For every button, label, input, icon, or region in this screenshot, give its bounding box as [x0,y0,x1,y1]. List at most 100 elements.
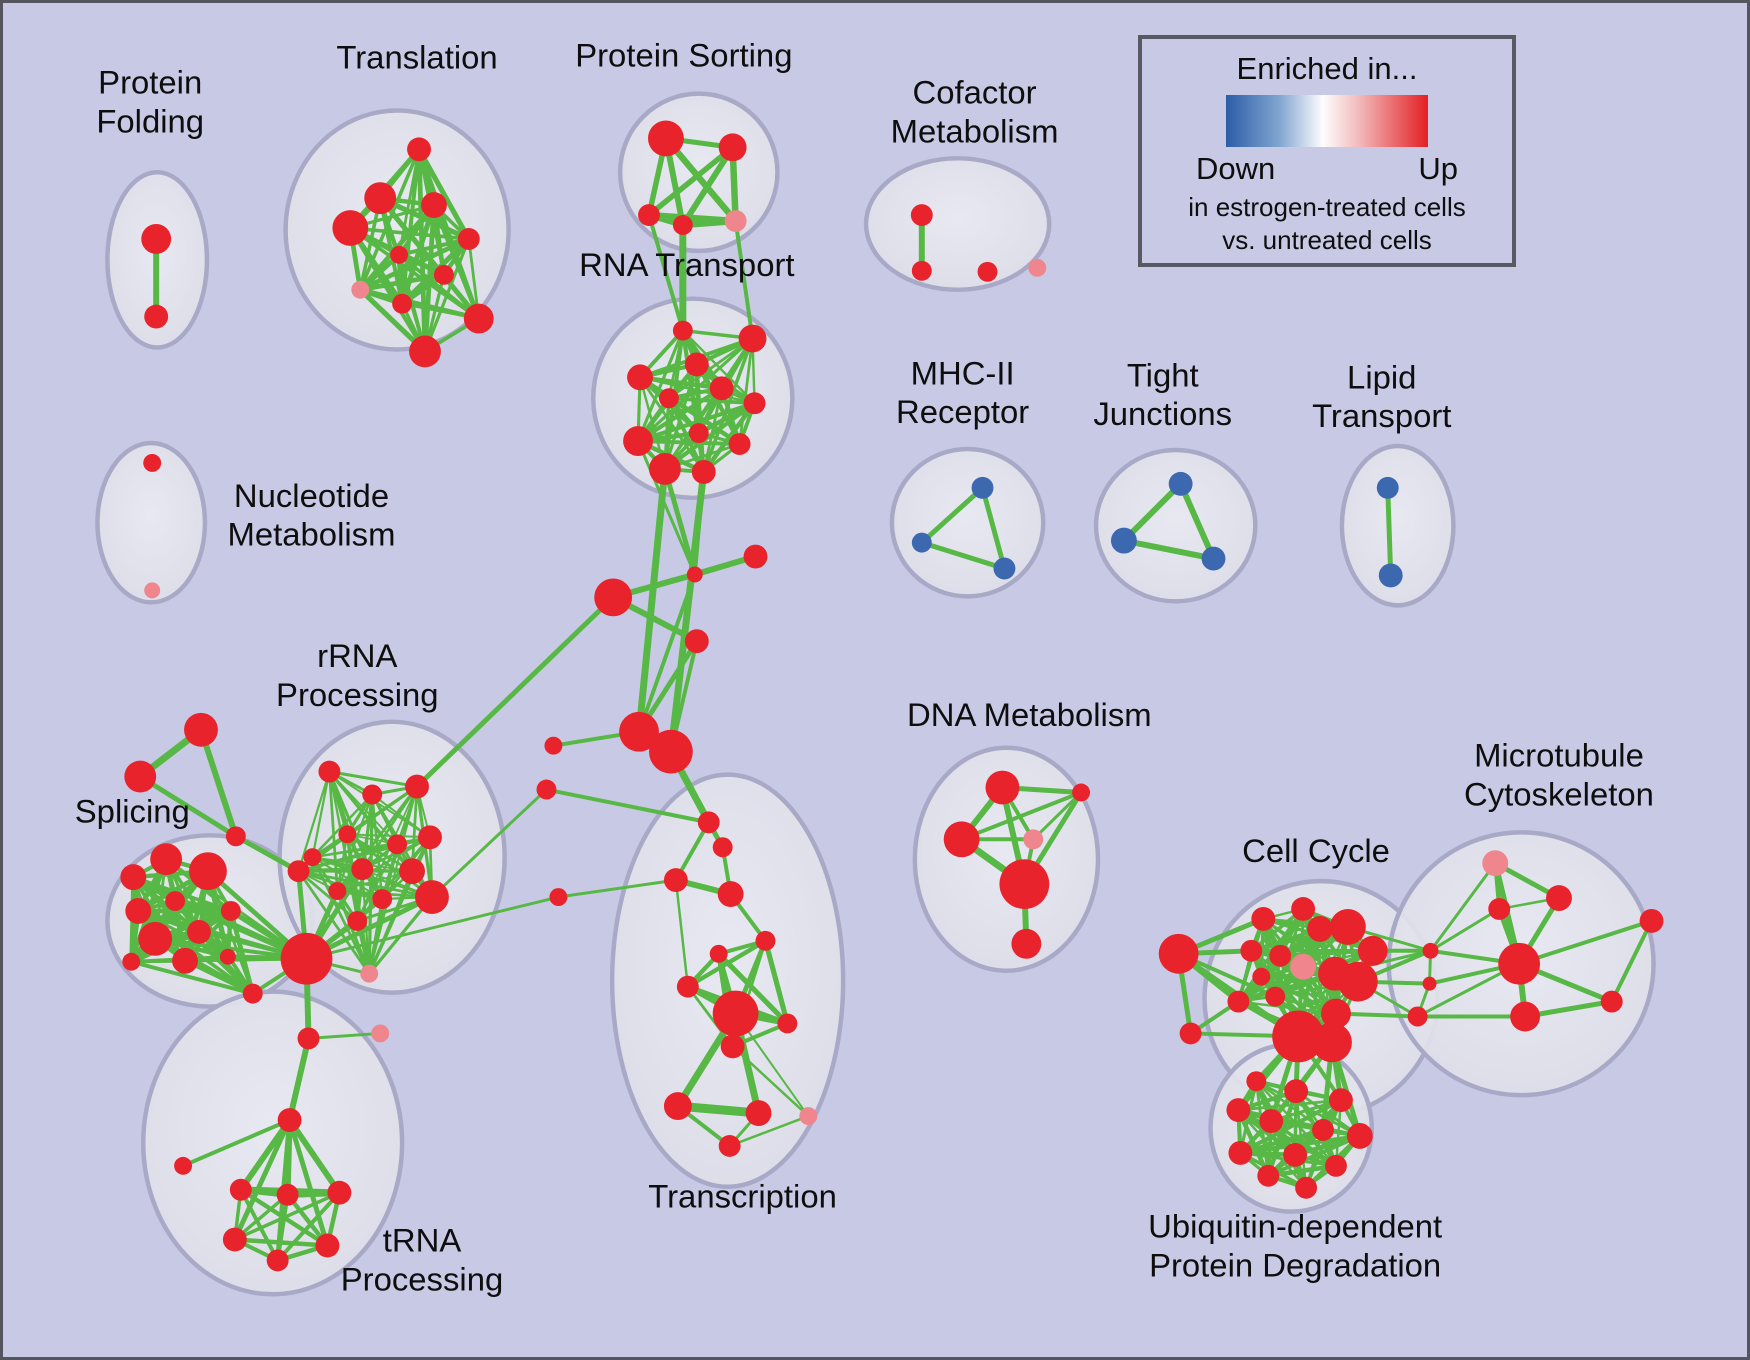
node-mh3 [993,557,1016,580]
node-nm2 [144,582,161,599]
legend-subtitle-line2: vs. untreated cells [1222,225,1432,256]
edge-tn3-tn5 [275,1190,342,1263]
edge-rt1-rt8 [636,328,685,443]
node-mt7 [1639,908,1664,933]
edge-ub3-ub5 [1269,1098,1343,1123]
edge-rr1-rr6 [328,770,431,839]
node-mt5 [1510,1001,1541,1032]
node-cc13 [1337,961,1378,1002]
edge-rr6-rr7 [311,836,432,859]
node-bm1 [1422,942,1439,959]
node-dn6 [1011,928,1042,959]
edge-rt8-j1 [636,439,697,576]
node-ps5 [724,210,747,232]
cluster-label-transcription: Transcription [648,1178,837,1215]
node-tx2 [712,837,733,858]
cluster-label-cofactor-metabolism: Cofactor [912,74,1036,111]
edge-tx6-tx9 [716,951,790,1027]
edge-tr6-tr10 [397,253,481,321]
edge-rt4-rt11 [663,362,699,471]
cluster-label-protein-sorting: Protein Sorting [575,37,792,74]
node-tx9 [777,1013,798,1034]
node-tr5 [457,228,480,250]
cluster-label-trna-processing: Processing [341,1260,503,1297]
edge-rt11-hub1 [635,465,669,736]
edge-brd-tn0 [286,1035,312,1124]
node-bm3 [1407,1006,1428,1027]
node-rr6 [418,825,442,850]
node-ub1 [1246,1071,1267,1092]
edge-ps3-rt1 [647,213,685,333]
node-ub7 [1346,1123,1373,1149]
node-tr11 [409,335,441,368]
cluster-label-protein-folding: Folding [96,102,204,139]
edge-mh1-mh2 [919,485,986,546]
node-ub10 [1325,1154,1347,1177]
node-sp10 [172,947,198,974]
edge-ub3-ub12 [1304,1098,1343,1190]
edge-rr14-br1 [297,869,371,976]
node-rr9 [399,858,425,885]
node-cch1 [1272,1010,1325,1063]
node-ub2 [1284,1079,1309,1104]
node-ps1 [648,120,684,157]
node-ub4 [1226,1098,1251,1123]
node-ub8 [1228,1140,1253,1165]
node-dn5 [999,859,1050,909]
node-dn2 [1072,783,1091,802]
node-cc14 [1321,998,1351,1029]
edge-rr1-rr3 [327,770,419,789]
node-j2 [743,544,768,569]
edge-sp8-sp12 [228,908,256,996]
edge-rr4-rr10 [336,833,349,893]
edge-ub7-ub11 [1266,1134,1362,1178]
edge-tj2-tj3 [1120,537,1217,562]
node-cc1 [1251,906,1276,931]
edge-j1-hub1 [637,572,697,734]
node-tn3 [327,1180,352,1205]
node-mh2 [911,532,932,553]
node-br1 [287,860,310,883]
node-dn3 [943,821,980,858]
node-ub11 [1257,1164,1280,1187]
legend-down-label: Down [1196,151,1276,186]
cluster-label-tight-junctions: Tight [1127,356,1199,393]
edge-dn2-dn4 [1031,791,1083,841]
edge-ub10-ub11 [1265,1163,1339,1179]
edge-cc5-cc7 [1278,948,1375,958]
edge-mt4-mt7 [1517,918,1654,966]
edge-ps5-rt2 [733,219,755,341]
cluster-nucleotide-metabolism [95,440,208,605]
legend-title: Enriched in... [1236,51,1418,86]
node-rt8 [623,426,653,456]
node-rr11 [372,889,393,909]
node-cc8 [1290,953,1317,980]
edge-rt5-rt8 [635,386,724,444]
cluster-label-mhc-ii-receptor: Receptor [896,393,1029,430]
node-sp4 [125,898,152,924]
node-tl2 [536,779,557,800]
cluster-label-trna-processing: tRNA [383,1221,462,1258]
node-mh1 [971,476,994,499]
node-brd [297,1027,320,1050]
edge-tr1-tr5 [416,146,472,242]
node-tx3 [663,868,688,893]
node-tr2 [364,182,397,215]
node-sp6 [138,921,173,956]
node-rt7 [658,388,679,409]
node-rr1 [318,760,341,783]
edge-tr3-tr10 [431,202,481,321]
node-rr13 [347,910,368,931]
node-sp7 [187,919,211,944]
edge-bm1-mt3 [1429,907,1501,953]
node-tr1 [407,137,431,162]
legend-scale-labels: Down Up [1196,151,1458,187]
node-cc12 [1227,990,1250,1013]
edge-ps1-ps5 [662,135,739,225]
cluster-label-cell-cycle: Cell Cycle [1242,832,1390,869]
node-tg3 [225,826,246,847]
edge-cc6-cc14 [1249,949,1338,1015]
node-cc7 [1269,944,1292,967]
legend-up-label: Up [1418,151,1458,186]
node-tr6 [390,245,409,264]
